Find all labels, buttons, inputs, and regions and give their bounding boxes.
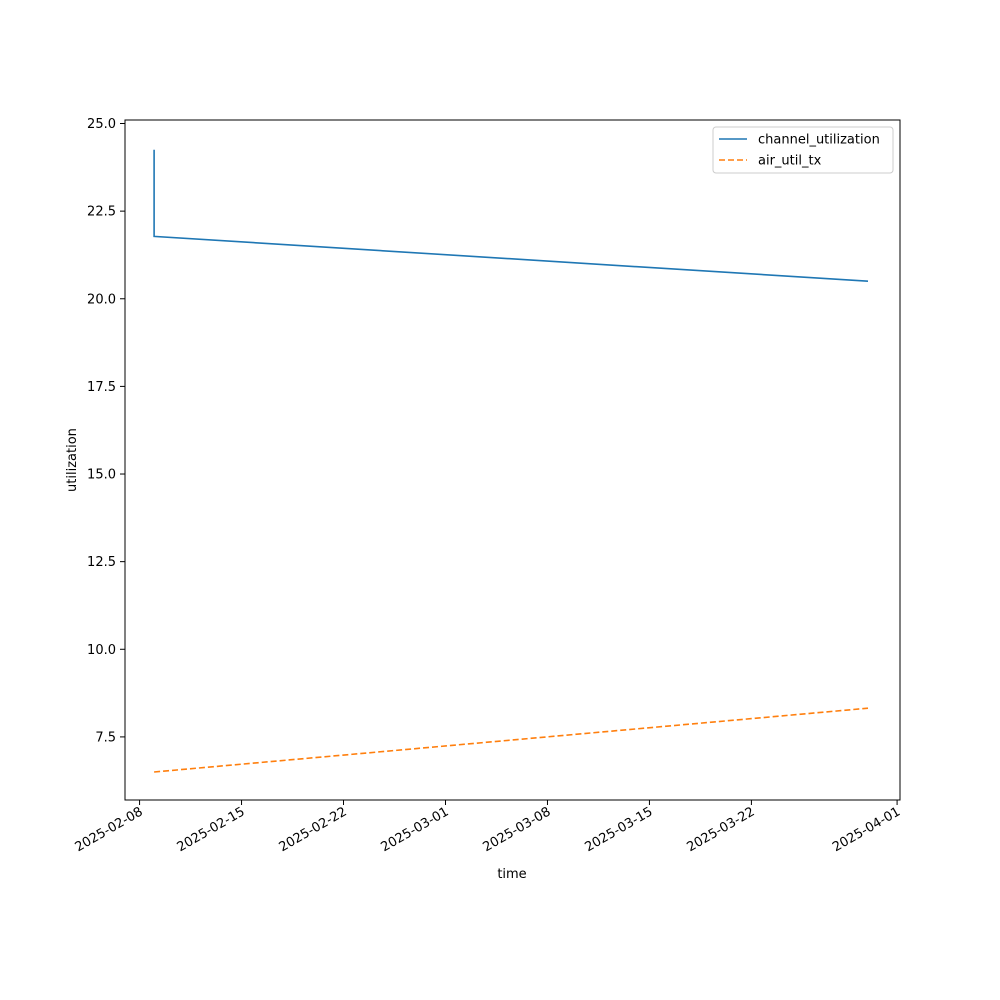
series-line-1 [153,149,869,282]
y-axis-label: utilization [65,428,80,492]
x-tick-label: 2025-03-01 [379,804,452,855]
x-tick-label: 2025-02-22 [277,804,350,855]
x-tick-label: 2025-04-01 [830,804,903,855]
series-lines [153,149,869,773]
legend: channel_utilization air_util_tx [712,126,894,174]
y-tick-label: 12.5 [87,555,116,570]
x-axis-label: time [497,867,526,882]
x-tick-label: 2025-02-08 [73,804,146,855]
y-tick-label: 10.0 [87,643,116,658]
legend-label: air_util_tx [758,154,822,169]
plot-background [125,120,900,800]
x-tick-label: 2025-03-22 [684,804,757,855]
y-tick-label: 25.0 [87,117,116,132]
series-line-2 [154,707,869,773]
x-tick-label: 2025-03-15 [582,804,655,855]
x-tick-label: 2025-03-08 [481,804,554,855]
y-tick-label: 15.0 [87,468,116,483]
y-tick-label: 7.5 [95,730,116,745]
legend-label: channel_utilization [758,133,880,148]
x-axis-ticks: 2025-02-08 2025-02-15 2025-02-22 2025-03-01… [73,800,903,855]
y-tick-label: 22.5 [87,205,116,220]
x-tick-label: 2025-02-15 [175,804,248,855]
y-axis-ticks: 7.5 10.0 12.5 15.0 17.5 20.0 22.5 25.0 [87,117,125,745]
plot-frame [124,119,901,801]
legend-box [712,126,894,174]
y-tick-label: 20.0 [87,292,116,307]
y-tick-label: 17.5 [87,380,116,395]
